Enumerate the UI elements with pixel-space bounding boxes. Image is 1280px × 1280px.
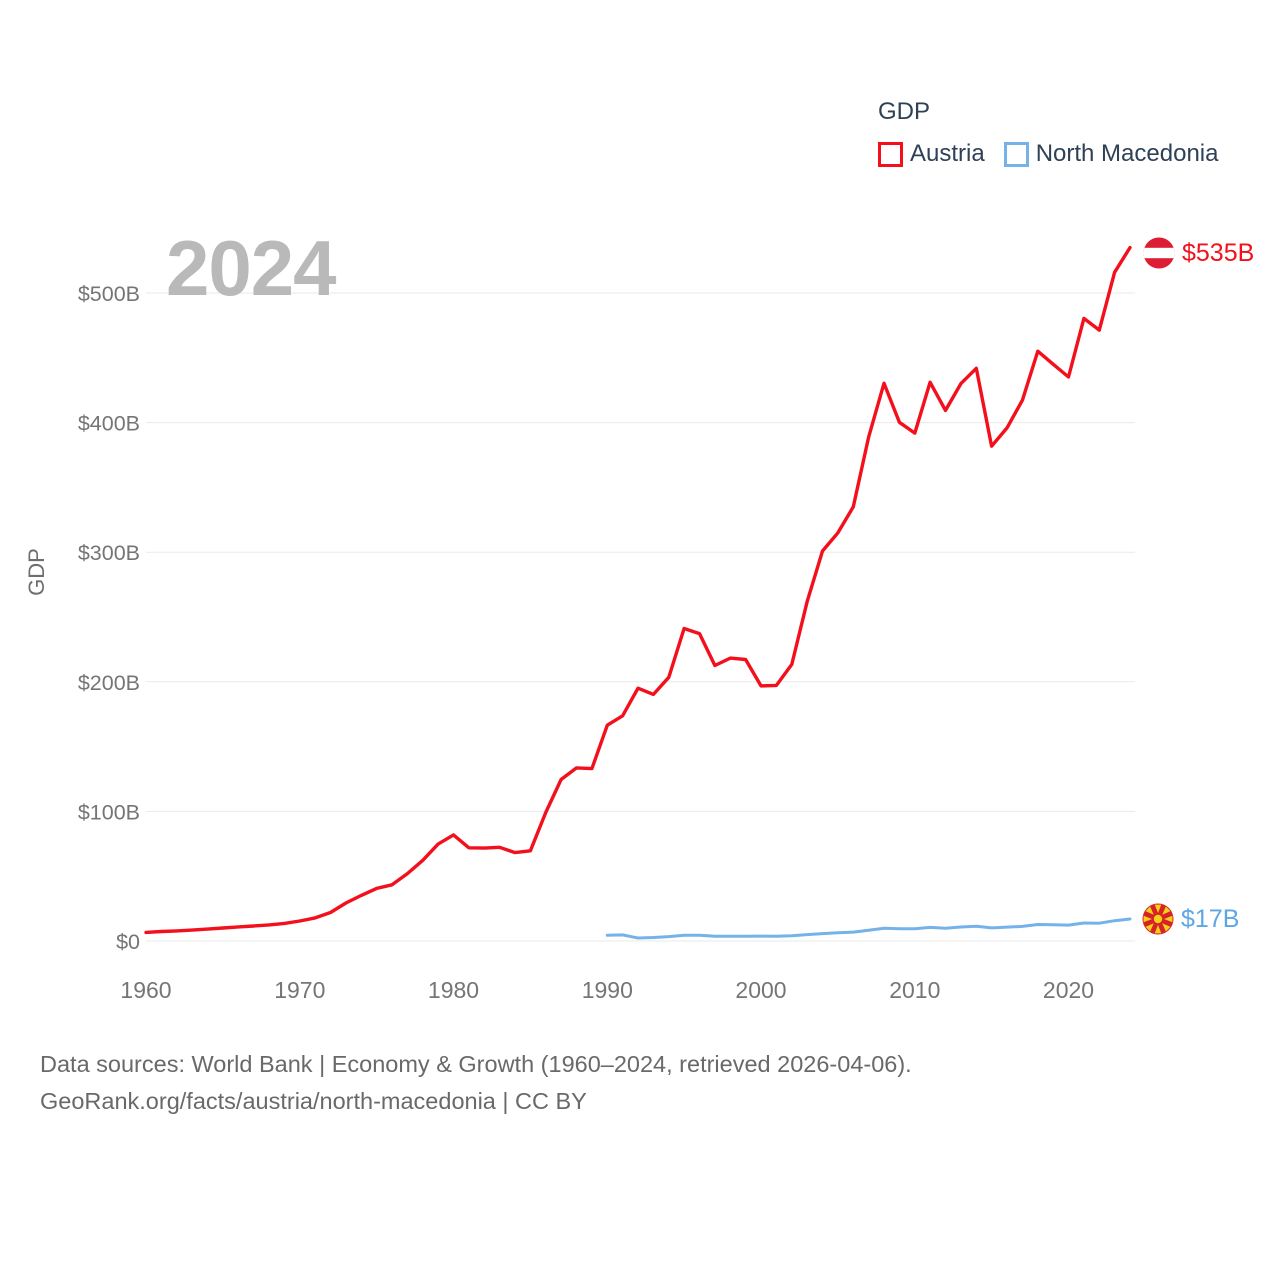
y-axis-label: GDP [24,548,49,596]
austria-end-value: $535B [1182,239,1255,267]
chart-legend: GDP Austria North Macedonia [878,98,1218,167]
austria-endpoint: $535B [1143,237,1254,269]
north-macedonia-series-swatch-icon [1003,141,1029,167]
x-tick-label: 1960 [120,977,171,1003]
x-tick-label: 1970 [274,977,325,1003]
x-tick-label: 1990 [582,977,633,1003]
y-tick-label: $500B [78,282,140,306]
y-tick-label: $200B [78,671,140,695]
north-macedonia-end-value: $17B [1181,905,1240,933]
x-tick-label: 2000 [735,977,786,1003]
y-tick-label: $100B [78,800,140,824]
legend-item-austria[interactable]: Austria [878,141,985,167]
footer-attribution-link: GeoRank.org/facts/austria/north-macedoni… [40,1088,587,1114]
y-tick-label: $400B [78,412,140,436]
y-tick-label: $300B [78,541,140,565]
austria-line [144,245,1132,935]
x-tick-label: 2010 [889,977,940,1003]
legend-items: Austria North Macedonia [878,141,1218,167]
legend-item-north-macedonia[interactable]: North Macedonia [1003,140,1219,167]
north-macedonia-endpoint: $17B [1142,903,1239,935]
x-tick-label: 1980 [428,977,479,1003]
footer-data-sources: Data sources: World Bank | Economy & Gro… [40,1051,912,1077]
x-tick-label: 2020 [1043,977,1094,1003]
north-macedonia-flag-icon [1142,903,1174,935]
austria-flag-icon [1143,237,1175,269]
legend-title: GDP [878,98,931,125]
north-macedonia-line [605,917,1132,940]
chart-footer: Data sources: World Bank | Economy & Gro… [40,1046,912,1120]
year-watermark: 2024 [166,224,337,312]
y-tick-label: $0 [116,930,140,954]
legend-label-north-macedonia: North Macedonia [1035,140,1219,167]
austria-series-swatch-icon [878,141,903,167]
legend-label-austria: Austria [910,140,985,167]
